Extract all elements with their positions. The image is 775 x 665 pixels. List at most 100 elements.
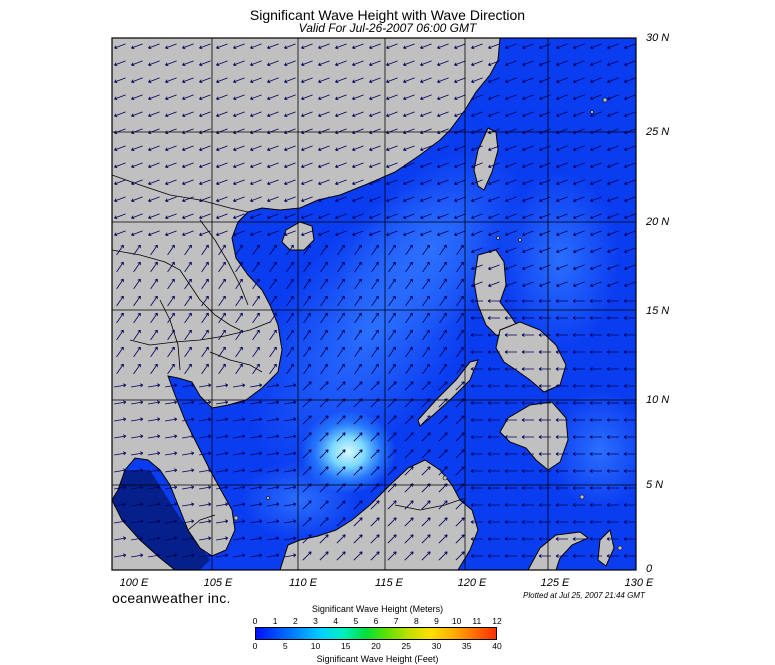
wave-arrow bbox=[455, 551, 465, 561]
wave-arrow bbox=[165, 468, 178, 473]
wave-arrow bbox=[250, 451, 263, 456]
wave-arrow bbox=[284, 468, 297, 473]
wave-arrow bbox=[252, 244, 260, 256]
wave-arrow bbox=[353, 432, 363, 442]
wave-arrow bbox=[538, 486, 551, 490]
wave-arrow bbox=[148, 145, 160, 152]
wave-arrow bbox=[182, 145, 194, 152]
wave-arrow bbox=[148, 553, 161, 558]
wave-arrow bbox=[182, 485, 195, 490]
wave-arrow bbox=[267, 434, 280, 439]
wave-arrow bbox=[505, 111, 517, 118]
wave-arrow bbox=[470, 418, 483, 422]
wave-arrow bbox=[470, 333, 483, 337]
wave-arrow bbox=[606, 435, 619, 439]
wave-arrow bbox=[487, 520, 500, 524]
wave-arrow bbox=[370, 381, 380, 391]
wave-arrow bbox=[371, 346, 379, 358]
wave-arrow bbox=[165, 417, 178, 422]
wave-arrow bbox=[454, 77, 466, 84]
wave-arrow bbox=[388, 312, 396, 324]
wave-arrow bbox=[504, 350, 517, 354]
wave-arrow bbox=[504, 435, 517, 439]
feet-tick-20: 20 bbox=[371, 641, 381, 651]
wave-arrow bbox=[470, 435, 483, 439]
wave-arrow bbox=[182, 383, 195, 388]
wave-arrow bbox=[269, 278, 277, 290]
wave-arrow bbox=[456, 312, 464, 324]
wave-arrow bbox=[353, 466, 363, 476]
wave-arrow bbox=[623, 350, 636, 354]
wave-arrow bbox=[454, 43, 466, 50]
wave-arrow bbox=[607, 230, 619, 237]
wave-arrow bbox=[555, 384, 568, 388]
wave-arrow bbox=[437, 111, 449, 118]
wave-arrow bbox=[337, 346, 345, 358]
wave-arrow bbox=[352, 213, 364, 220]
wave-arrow bbox=[182, 162, 194, 169]
wave-arrow bbox=[284, 213, 296, 220]
wave-arrow bbox=[182, 502, 195, 507]
wave-arrow bbox=[521, 350, 534, 354]
wave-arrow bbox=[336, 517, 346, 527]
wave-arrow bbox=[336, 500, 346, 510]
wave-arrow bbox=[606, 367, 619, 371]
wave-arrow bbox=[167, 363, 175, 375]
wave-arrow bbox=[470, 469, 483, 473]
wave-arrow bbox=[539, 60, 551, 67]
wave-arrow bbox=[133, 363, 141, 375]
wave-arrow bbox=[388, 295, 396, 307]
wave-arrow bbox=[504, 418, 517, 422]
wave-arrow bbox=[607, 213, 619, 220]
wave-arrow bbox=[301, 230, 313, 237]
wave-arrow bbox=[454, 213, 466, 220]
wave-arrow bbox=[438, 432, 448, 442]
wave-arrow bbox=[504, 452, 517, 456]
wave-arrow bbox=[606, 469, 619, 473]
wave-arrow bbox=[403, 213, 415, 220]
wave-arrow bbox=[606, 452, 619, 456]
wave-arrow bbox=[420, 111, 432, 118]
wave-arrow bbox=[386, 94, 398, 101]
plotted-timestamp: Plotted at Jul 25, 2007 21:44 GMT bbox=[523, 591, 645, 600]
wave-arrow bbox=[252, 295, 260, 307]
wave-arrow bbox=[437, 77, 449, 84]
wave-arrow bbox=[607, 94, 619, 101]
wave-arrow bbox=[352, 111, 364, 118]
wave-arrow bbox=[488, 213, 500, 220]
wave-arrow bbox=[182, 434, 195, 439]
wave-arrow bbox=[335, 60, 347, 67]
wave-arrow bbox=[522, 60, 534, 67]
wave-arrow bbox=[218, 244, 226, 256]
wave-arrow bbox=[471, 145, 483, 152]
wave-arrow bbox=[319, 551, 329, 561]
wave-arrow bbox=[555, 333, 568, 337]
wave-arrow bbox=[267, 553, 280, 558]
wave-arrow bbox=[589, 384, 602, 388]
wave-arrow bbox=[216, 536, 229, 541]
wave-arrow bbox=[235, 346, 243, 358]
wave-arrow bbox=[250, 434, 263, 439]
meters-tick-4: 4 bbox=[333, 616, 339, 626]
wave-arrow bbox=[405, 363, 413, 375]
wave-arrow bbox=[539, 162, 551, 169]
wave-arrow bbox=[572, 452, 585, 456]
wave-arrow bbox=[284, 502, 297, 507]
wave-arrow bbox=[522, 247, 534, 254]
wave-arrow bbox=[371, 244, 379, 256]
wave-arrow bbox=[521, 401, 534, 405]
wave-arrow bbox=[471, 281, 483, 288]
wave-arrow bbox=[319, 432, 329, 442]
wave-arrow bbox=[539, 230, 551, 237]
wave-arrow bbox=[422, 312, 430, 324]
wave-arrow bbox=[369, 60, 381, 67]
wave-arrow bbox=[454, 145, 466, 152]
land-borneo bbox=[279, 459, 479, 570]
wave-arrow bbox=[335, 145, 347, 152]
wave-arrow bbox=[165, 162, 177, 169]
wave-arrow bbox=[284, 400, 297, 405]
wave-arrow bbox=[267, 196, 279, 203]
wave-arrow bbox=[116, 363, 124, 375]
wave-arrow bbox=[114, 451, 127, 456]
wave-arrow bbox=[404, 432, 414, 442]
